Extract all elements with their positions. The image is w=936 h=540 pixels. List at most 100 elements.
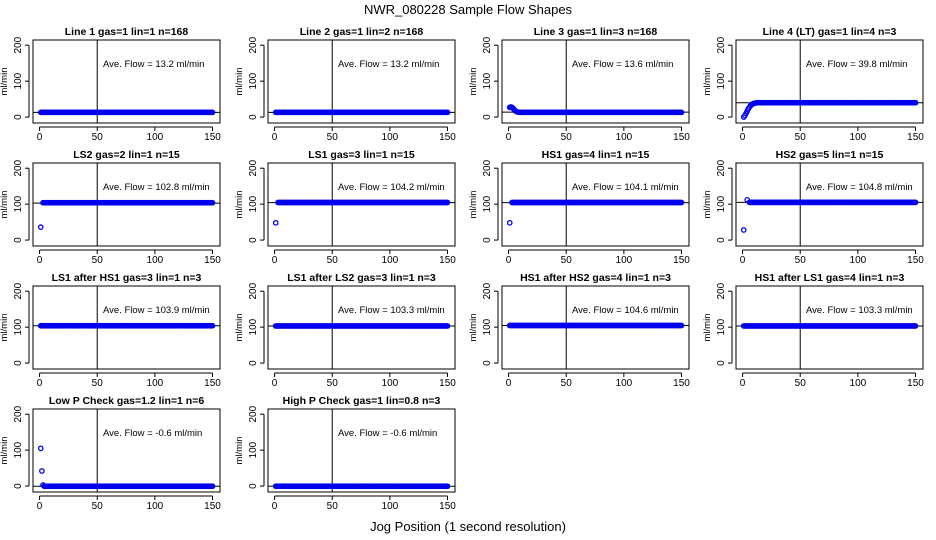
panel-title: Low P Check gas=1.2 lin=1 n=6 bbox=[49, 395, 204, 407]
x-tick-label: 50 bbox=[795, 132, 807, 143]
y-tick-label: 200 bbox=[13, 36, 24, 53]
x-tick-label: 50 bbox=[561, 255, 573, 266]
panel-frame bbox=[32, 39, 221, 124]
data-point bbox=[444, 199, 451, 206]
figure-title: NWR_080228 Sample Flow Shapes bbox=[364, 2, 573, 17]
x-tick-label: 0 bbox=[272, 378, 278, 389]
x-tick-label: 0 bbox=[37, 378, 43, 389]
chart-panel: LS1 after LS2 gas=3 lin=1 n=3 0 50 100 150 0 1… bbox=[234, 272, 456, 389]
y-axis-label: ml/min bbox=[234, 437, 245, 465]
average-flow-annotation: Ave. Flow = 104.8 ml/min bbox=[806, 182, 913, 193]
x-tick-label: 0 bbox=[740, 132, 746, 143]
panel-title: HS1 gas=4 lin=1 n=15 bbox=[542, 149, 650, 161]
y-tick-label: 100 bbox=[482, 72, 493, 89]
x-tick-label: 150 bbox=[673, 255, 690, 266]
panel-title: High P Check gas=1 lin=0.8 n=3 bbox=[283, 395, 441, 407]
data-point bbox=[209, 483, 216, 490]
x-tick-label: 150 bbox=[204, 501, 221, 512]
y-tick-label: 100 bbox=[716, 72, 727, 89]
y-tick-label: 0 bbox=[482, 360, 493, 366]
x-tick-label: 0 bbox=[740, 255, 746, 266]
chart-panel: Low P Check gas=1.2 lin=1 n=6 0 50 100 150 0 1… bbox=[0, 395, 221, 512]
data-point bbox=[209, 322, 216, 329]
x-tick-label: 150 bbox=[439, 255, 456, 266]
chart-panel: HS1 after LS1 gas=4 lin=1 n=3 0 50 100 150 0 1… bbox=[702, 272, 924, 389]
y-tick-label: 100 bbox=[716, 195, 727, 212]
average-flow-annotation: Ave. Flow = 103.3 ml/min bbox=[806, 305, 913, 316]
average-flow-annotation: Ave. Flow = 104.6 ml/min bbox=[572, 305, 679, 316]
y-tick-label: 200 bbox=[248, 405, 259, 422]
data-points bbox=[37, 109, 216, 116]
panel-frame bbox=[267, 39, 456, 124]
panel-frame bbox=[735, 39, 924, 124]
x-tick-label: 100 bbox=[850, 132, 867, 143]
panel-frame bbox=[267, 285, 456, 370]
data-point bbox=[37, 224, 44, 230]
chart-panel: Line 3 gas=1 lin=3 n=168 0 50 100 150 0 100 200… bbox=[468, 26, 690, 143]
x-tick-label: 50 bbox=[92, 255, 104, 266]
data-points bbox=[272, 323, 451, 329]
data-points bbox=[740, 323, 919, 329]
x-tick-label: 50 bbox=[561, 132, 573, 143]
data-point bbox=[444, 483, 451, 490]
figure-x-label: Jog Position (1 second resolution) bbox=[370, 519, 566, 534]
panel-frame bbox=[267, 162, 456, 247]
panel-title: HS1 after LS1 gas=4 lin=1 n=3 bbox=[755, 272, 905, 284]
data-point bbox=[912, 323, 919, 329]
x-tick-label: 100 bbox=[382, 378, 399, 389]
data-points bbox=[272, 483, 451, 490]
x-tick-label: 150 bbox=[204, 255, 221, 266]
x-tick-label: 100 bbox=[147, 132, 164, 143]
y-tick-label: 0 bbox=[716, 360, 727, 366]
y-axis-label: ml/min bbox=[702, 68, 713, 96]
y-tick-label: 100 bbox=[13, 441, 24, 458]
panel-title: Line 2 gas=1 lin=2 n=168 bbox=[300, 26, 424, 38]
average-flow-annotation: Ave. Flow = 104.2 ml/min bbox=[338, 182, 445, 193]
y-tick-label: 200 bbox=[13, 282, 24, 299]
y-tick-label: 200 bbox=[482, 36, 493, 53]
x-tick-label: 0 bbox=[506, 255, 512, 266]
chart-panel: LS1 after HS1 gas=3 lin=1 n=3 0 50 100 150 0 1… bbox=[0, 272, 221, 389]
y-tick-label: 0 bbox=[13, 360, 24, 366]
panel-title: Line 4 (LT) gas=1 lin=4 n=3 bbox=[763, 26, 897, 38]
chart-panel: Line 2 gas=1 lin=2 n=168 0 50 100 150 0 100 200… bbox=[234, 26, 456, 143]
average-flow-annotation: Ave. Flow = -0.6 ml/min bbox=[103, 428, 202, 439]
y-axis-label: ml/min bbox=[234, 68, 245, 96]
y-tick-label: 100 bbox=[482, 195, 493, 212]
data-points bbox=[272, 109, 451, 116]
y-tick-label: 0 bbox=[716, 237, 727, 243]
panel-grid: Line 1 gas=1 lin=1 n=168 0 50 100 150 0 100 200… bbox=[0, 26, 924, 512]
x-tick-label: 100 bbox=[147, 378, 164, 389]
panel-frame bbox=[735, 285, 924, 370]
data-point bbox=[912, 199, 919, 206]
data-points bbox=[740, 99, 919, 120]
panel-frame bbox=[32, 285, 221, 370]
y-axis-label: ml/min bbox=[468, 68, 479, 96]
average-flow-annotation: Ave. Flow = -0.6 ml/min bbox=[338, 428, 437, 439]
x-tick-label: 50 bbox=[92, 132, 104, 143]
data-points bbox=[506, 322, 685, 329]
y-tick-label: 0 bbox=[13, 114, 24, 120]
y-axis-label: ml/min bbox=[0, 437, 10, 465]
x-tick-label: 0 bbox=[272, 501, 278, 512]
y-tick-label: 200 bbox=[13, 405, 24, 422]
x-tick-label: 50 bbox=[92, 378, 104, 389]
x-tick-label: 150 bbox=[439, 501, 456, 512]
panel-frame bbox=[32, 408, 221, 493]
chart-panel: High P Check gas=1 lin=0.8 n=3 0 50 100 150 0… bbox=[234, 395, 456, 512]
y-tick-label: 0 bbox=[248, 360, 259, 366]
average-flow-annotation: Ave. Flow = 102.8 ml/min bbox=[103, 182, 210, 193]
data-points bbox=[37, 199, 216, 230]
x-tick-label: 0 bbox=[37, 501, 43, 512]
y-tick-label: 0 bbox=[13, 483, 24, 489]
y-axis-label: ml/min bbox=[702, 314, 713, 342]
x-tick-label: 50 bbox=[327, 501, 339, 512]
chart-panel: LS1 gas=3 lin=1 n=15 0 50 100 150 0 100 200 ml/m… bbox=[234, 149, 456, 266]
x-tick-label: 0 bbox=[740, 378, 746, 389]
y-axis-label: ml/min bbox=[468, 314, 479, 342]
average-flow-annotation: Ave. Flow = 39.8 ml/min bbox=[806, 59, 907, 70]
y-tick-label: 100 bbox=[248, 195, 259, 212]
panel-title: LS1 after LS2 gas=3 lin=1 n=3 bbox=[287, 272, 436, 284]
y-tick-label: 0 bbox=[248, 114, 259, 120]
x-tick-label: 100 bbox=[850, 378, 867, 389]
